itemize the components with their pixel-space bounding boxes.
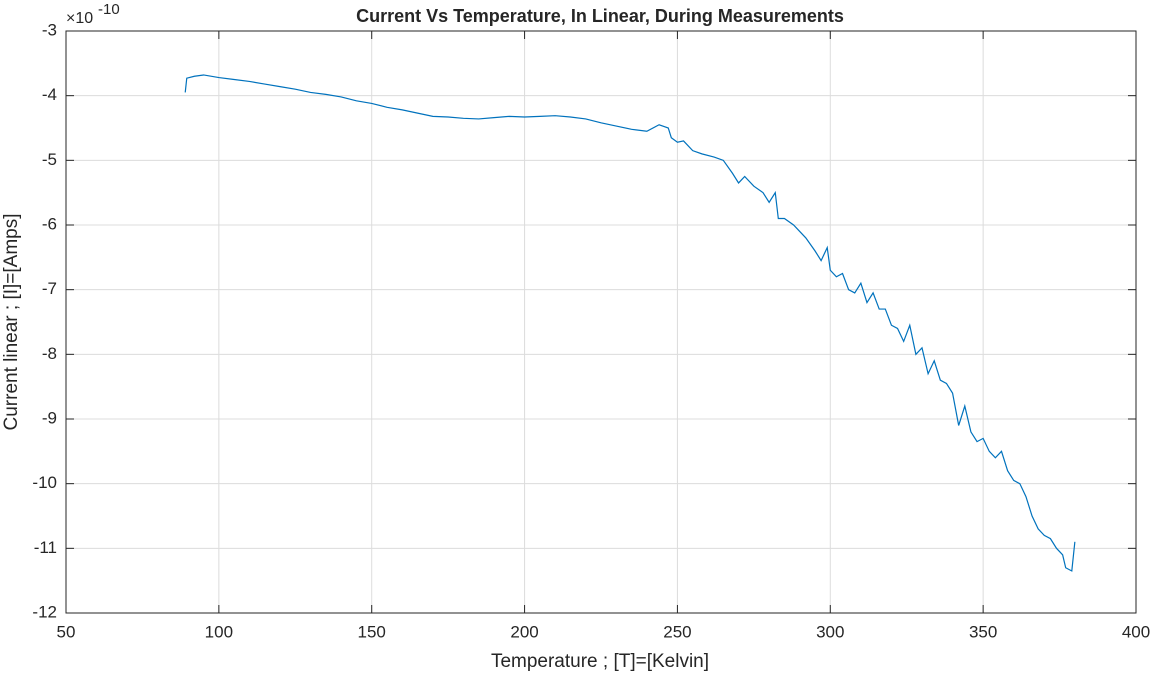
y-tick-label: -11 <box>34 538 57 557</box>
y-tick-label: -10 <box>32 473 57 492</box>
x-tick-label: 100 <box>205 622 233 641</box>
x-tick-label: 200 <box>510 622 538 641</box>
y-tick-label: -12 <box>32 602 57 621</box>
y-tick-label: -5 <box>42 150 57 169</box>
x-tick-label: 250 <box>663 622 691 641</box>
y-tick-label: -3 <box>42 20 57 39</box>
x-tick-label: 50 <box>57 622 76 641</box>
y-tick-label: -4 <box>42 85 57 104</box>
x-tick-label: 150 <box>358 622 386 641</box>
y-multiplier: ×10 <box>66 10 93 27</box>
y-tick-label: -8 <box>42 344 57 363</box>
chart-title: Current Vs Temperature, In Linear, Durin… <box>356 6 844 26</box>
y-axis-label: Current linear ; [I]=[Amps] <box>1 214 22 431</box>
plot-frame <box>65 30 1137 614</box>
y-multiplier-exponent: -10 <box>98 1 120 18</box>
x-tick-label: 350 <box>969 622 997 641</box>
y-tick-label: -6 <box>42 214 57 233</box>
data-line <box>184 74 1076 572</box>
x-tick-label: 400 <box>1122 622 1150 641</box>
x-axis-label: Temperature ; [T]=[Kelvin] <box>491 651 709 672</box>
y-tick-label: -7 <box>42 279 57 298</box>
y-tick-label: -9 <box>42 408 57 427</box>
x-tick-label: 300 <box>816 622 844 641</box>
